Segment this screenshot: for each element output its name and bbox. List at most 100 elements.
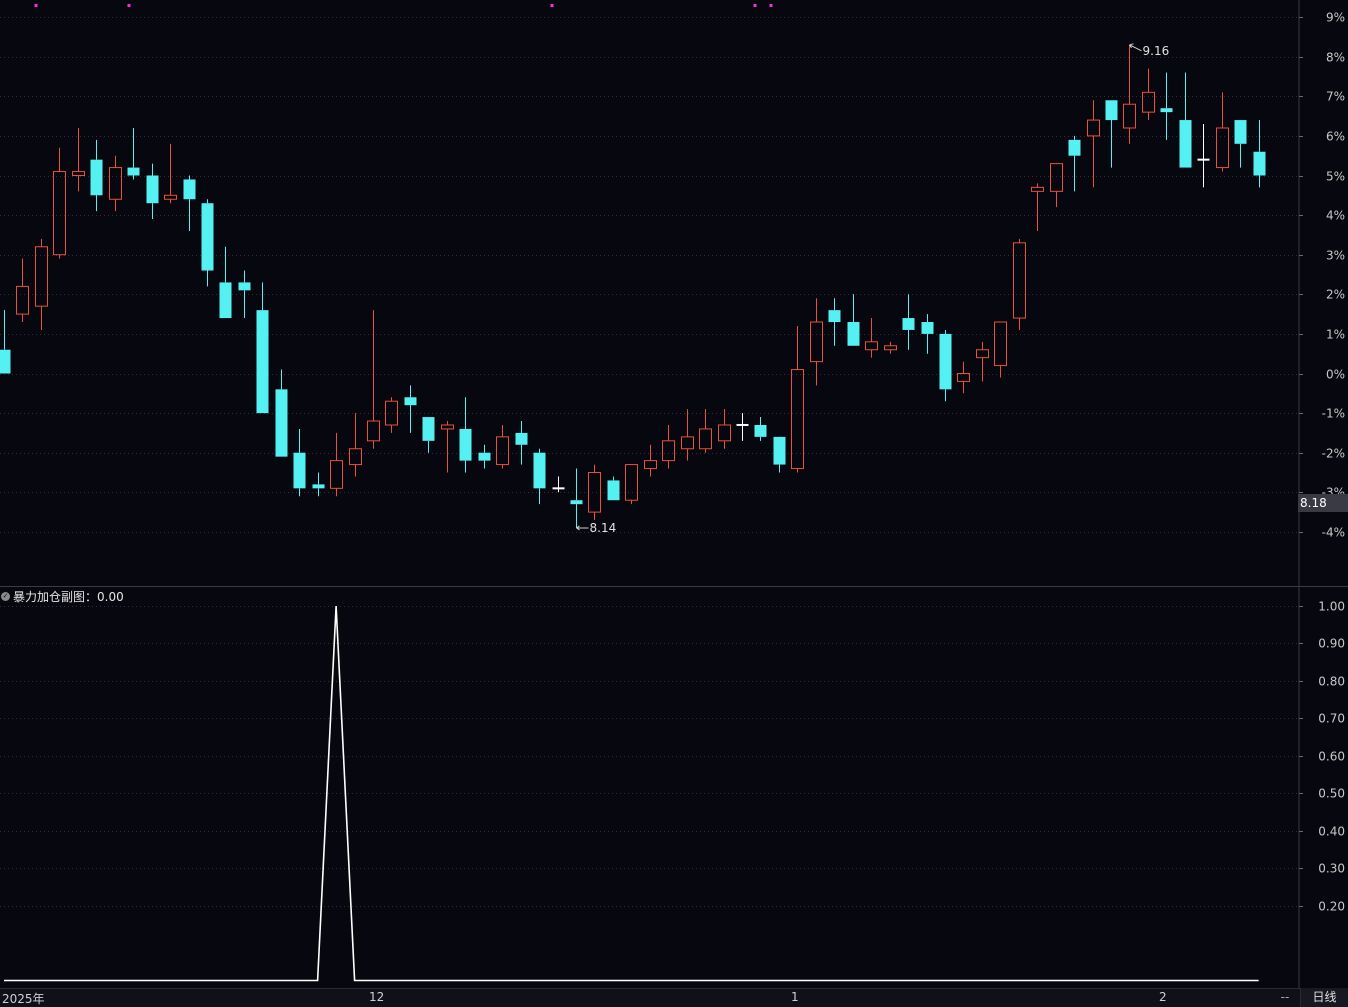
candle-body bbox=[976, 349, 989, 359]
candle-body bbox=[957, 373, 970, 382]
y-tick-label: 9% bbox=[1326, 11, 1345, 25]
collapse-button[interactable]: -- bbox=[1280, 990, 1290, 1004]
candle-body bbox=[256, 310, 269, 414]
y-tick-label: 6% bbox=[1326, 130, 1345, 144]
candle-body bbox=[625, 464, 638, 501]
candle-body bbox=[902, 318, 915, 330]
low-label: 8.14 bbox=[590, 521, 617, 535]
candle-body bbox=[127, 167, 140, 176]
y-tick-label: -2% bbox=[1322, 447, 1345, 461]
candle-body bbox=[164, 194, 177, 200]
indicator-title: 暴力加仓副图：0.00 bbox=[13, 589, 124, 604]
candle-body bbox=[773, 436, 786, 465]
y-tick-label: 5% bbox=[1326, 170, 1345, 184]
candle-body bbox=[441, 424, 454, 430]
candle-body bbox=[588, 472, 601, 513]
x-label-feb: 2 bbox=[1159, 990, 1167, 1004]
candle-body bbox=[1142, 91, 1155, 113]
candle-body bbox=[662, 440, 675, 462]
sub-y-tick-label: 0.20 bbox=[1318, 900, 1345, 914]
candle-body bbox=[404, 397, 417, 406]
candle-body bbox=[1105, 100, 1118, 121]
candle-body bbox=[1253, 151, 1266, 176]
candle-body bbox=[1179, 120, 1192, 168]
y-tick-label: 7% bbox=[1326, 90, 1345, 104]
candle-body bbox=[16, 285, 29, 315]
sub-y-tick-label: 1.00 bbox=[1318, 600, 1345, 614]
x-label-year: 2025年 bbox=[2, 992, 45, 1006]
candle-body bbox=[1068, 139, 1081, 156]
candle-body bbox=[515, 432, 528, 445]
y-tick-label: 0% bbox=[1326, 368, 1345, 382]
candle-body bbox=[478, 452, 491, 461]
candle-body bbox=[754, 424, 767, 437]
y-tick-label: 4% bbox=[1326, 209, 1345, 223]
high-label: 9.16 bbox=[1143, 44, 1170, 58]
top-marker bbox=[769, 4, 773, 7]
time-axis-bar: 2025年 12 1 2 bbox=[0, 988, 1348, 1007]
candle-body bbox=[496, 436, 509, 466]
sub-y-tick-label: 0.50 bbox=[1318, 787, 1345, 801]
candle-body bbox=[533, 452, 546, 489]
candle-body bbox=[72, 171, 85, 176]
candle-body bbox=[1031, 186, 1044, 192]
candle-body bbox=[0, 349, 11, 374]
candle-body bbox=[681, 436, 694, 450]
candle-body bbox=[699, 428, 712, 450]
candle-body bbox=[90, 159, 103, 196]
sub-y-tick-label: 0.40 bbox=[1318, 825, 1345, 839]
candle-body bbox=[275, 389, 288, 457]
candle-body bbox=[1234, 120, 1247, 144]
candle-body bbox=[367, 420, 380, 442]
top-marker bbox=[550, 4, 554, 7]
candle-body bbox=[330, 460, 343, 489]
candle-body bbox=[939, 333, 952, 390]
candle-body bbox=[718, 424, 731, 442]
y-tick-label: 8% bbox=[1326, 51, 1345, 65]
candle-body bbox=[53, 171, 66, 256]
sub-y-tick-label: 0.60 bbox=[1318, 750, 1345, 764]
candle-body bbox=[219, 282, 232, 319]
y-tick-label: 1% bbox=[1326, 328, 1345, 342]
candle-body bbox=[607, 480, 620, 501]
candle-body bbox=[994, 321, 1007, 367]
indicator-toggle-icon[interactable]: ✓ bbox=[1, 591, 10, 601]
low-marker bbox=[576, 525, 589, 531]
x-label-dec: 12 bbox=[369, 990, 385, 1004]
candle-body bbox=[1160, 108, 1173, 113]
candle-body bbox=[312, 484, 325, 489]
y-tick-label: 2% bbox=[1326, 288, 1345, 302]
indicator-title-row[interactable]: ✓ 暴力加仓副图：0.00 bbox=[0, 586, 124, 606]
candle-body bbox=[385, 400, 398, 426]
top-marker bbox=[34, 4, 38, 7]
sub-y-tick-label: 0.80 bbox=[1318, 675, 1345, 689]
x-label-jan: 1 bbox=[791, 990, 799, 1004]
sub-y-tick-label: 0.70 bbox=[1318, 712, 1345, 726]
candle-body bbox=[109, 167, 122, 200]
candle-body bbox=[1050, 163, 1063, 192]
candle-body bbox=[884, 345, 897, 351]
candle-body bbox=[1216, 127, 1229, 169]
candle-body bbox=[1013, 242, 1026, 319]
sub-y-tick-label: 0.90 bbox=[1318, 637, 1345, 651]
candle-body bbox=[644, 460, 657, 470]
candle-body bbox=[293, 452, 306, 489]
candle-body bbox=[1087, 119, 1100, 137]
period-button[interactable]: 日线 bbox=[1300, 988, 1348, 1007]
high-marker bbox=[1129, 43, 1142, 52]
candle-body bbox=[791, 369, 804, 470]
top-marker bbox=[753, 4, 757, 7]
candle-body bbox=[810, 321, 823, 363]
top-marker bbox=[127, 4, 131, 7]
candle-body bbox=[35, 246, 48, 307]
indicator-line bbox=[4, 605, 1259, 982]
candle-body bbox=[459, 428, 472, 461]
current-price-tag: 8.18 bbox=[1298, 494, 1348, 512]
y-tick-label: -1% bbox=[1322, 407, 1345, 421]
candle-body bbox=[146, 175, 159, 204]
candle-body bbox=[1123, 103, 1136, 129]
candle-body bbox=[183, 179, 196, 200]
candle-body bbox=[422, 417, 435, 441]
candle-body bbox=[865, 341, 878, 351]
